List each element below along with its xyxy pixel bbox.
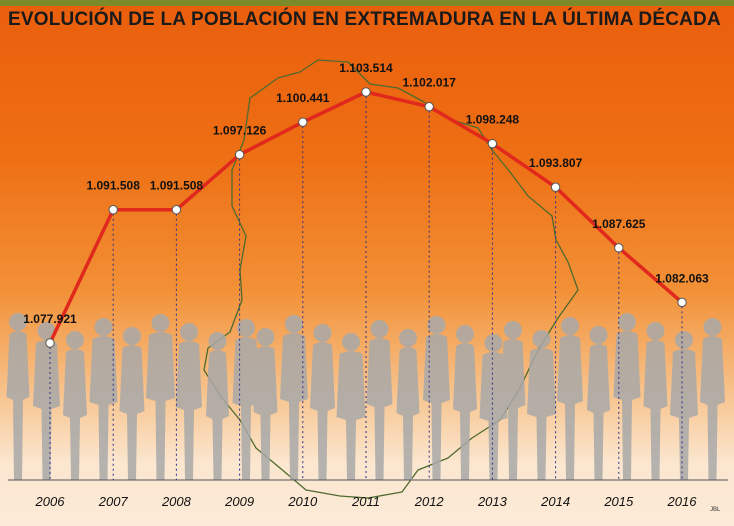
data-label: 1.097.126 bbox=[213, 124, 267, 138]
data-point bbox=[677, 297, 687, 308]
dotted-guides bbox=[49, 96, 683, 480]
data-point bbox=[487, 138, 498, 149]
data-point bbox=[45, 338, 55, 348]
region-outline-map bbox=[203, 59, 579, 499]
x-tick-label: 2009 bbox=[224, 494, 254, 509]
person-silhouette bbox=[280, 315, 308, 480]
data-point bbox=[424, 101, 434, 112]
person-silhouette bbox=[89, 318, 118, 480]
person-silhouette bbox=[232, 319, 260, 480]
data-label: 1.087.625 bbox=[592, 217, 646, 231]
credit-text: JBL bbox=[710, 507, 721, 513]
person-silhouette bbox=[670, 331, 698, 480]
x-tick-label: 2006 bbox=[35, 494, 66, 509]
person-silhouette bbox=[33, 322, 60, 480]
person-silhouette bbox=[119, 327, 145, 480]
data-label: 1.103.514 bbox=[339, 61, 393, 75]
data-point bbox=[108, 205, 118, 215]
person-silhouette bbox=[146, 314, 175, 480]
x-tick-label: 2008 bbox=[161, 494, 192, 509]
x-tick-label: 2010 bbox=[287, 494, 318, 509]
x-tick-label: 2007 bbox=[98, 494, 129, 509]
person-silhouette bbox=[253, 328, 278, 480]
person-silhouette bbox=[310, 324, 335, 480]
person-silhouette bbox=[557, 317, 583, 480]
data-point bbox=[171, 205, 182, 215]
point-markers bbox=[45, 87, 687, 348]
person-silhouette bbox=[527, 330, 556, 480]
person-silhouette bbox=[206, 332, 229, 480]
data-labels: 1.077.921 1.091.508 1.091.508 1.097.126 1.10… bbox=[23, 61, 709, 326]
x-tick-labels: 2006 2007 2008 2009 2010 2011 2012 2013 2014 2015… bbox=[35, 494, 698, 509]
person-silhouette bbox=[63, 331, 87, 480]
person-silhouette bbox=[587, 326, 610, 480]
top-accent-bar bbox=[0, 0, 734, 6]
x-tick-label: 2012 bbox=[414, 494, 445, 509]
data-label: 1.098.248 bbox=[466, 113, 520, 127]
person-silhouette bbox=[366, 320, 393, 480]
person-silhouette bbox=[423, 316, 450, 480]
x-tick-label: 2015 bbox=[603, 494, 634, 509]
data-point bbox=[234, 149, 245, 160]
x-tick-label: 2016 bbox=[667, 494, 698, 509]
data-label: 1.093.807 bbox=[529, 156, 583, 170]
person-silhouette bbox=[700, 318, 725, 480]
person-silhouette bbox=[500, 321, 526, 480]
person-silhouette bbox=[479, 334, 508, 480]
person-silhouette bbox=[643, 322, 668, 480]
data-label: 1.100.441 bbox=[276, 91, 330, 105]
x-tick-label: 2011 bbox=[351, 494, 380, 509]
chart-title: EVOLUCIÓN DE LA POBLACIÓN EN EXTREMADURA… bbox=[8, 9, 721, 30]
data-label: 1.082.063 bbox=[655, 271, 709, 285]
person-silhouette bbox=[453, 325, 477, 480]
data-point bbox=[614, 243, 624, 253]
person-silhouette bbox=[336, 333, 366, 480]
data-point bbox=[298, 117, 308, 127]
data-point bbox=[361, 87, 371, 97]
silhouette-crowd bbox=[6, 313, 725, 480]
x-tick-label: 2013 bbox=[477, 494, 508, 509]
person-silhouette bbox=[6, 313, 30, 480]
data-label: 1.091.508 bbox=[150, 179, 204, 193]
person-silhouette bbox=[396, 329, 420, 480]
x-tick-label: 2014 bbox=[540, 494, 570, 509]
data-point bbox=[550, 182, 561, 192]
background-illustration bbox=[6, 59, 725, 499]
data-label: 1.102.017 bbox=[403, 76, 457, 90]
data-label: 1.077.921 bbox=[23, 312, 77, 326]
data-label: 1.091.508 bbox=[87, 179, 141, 193]
person-silhouette bbox=[613, 313, 641, 480]
person-silhouette bbox=[176, 323, 202, 480]
